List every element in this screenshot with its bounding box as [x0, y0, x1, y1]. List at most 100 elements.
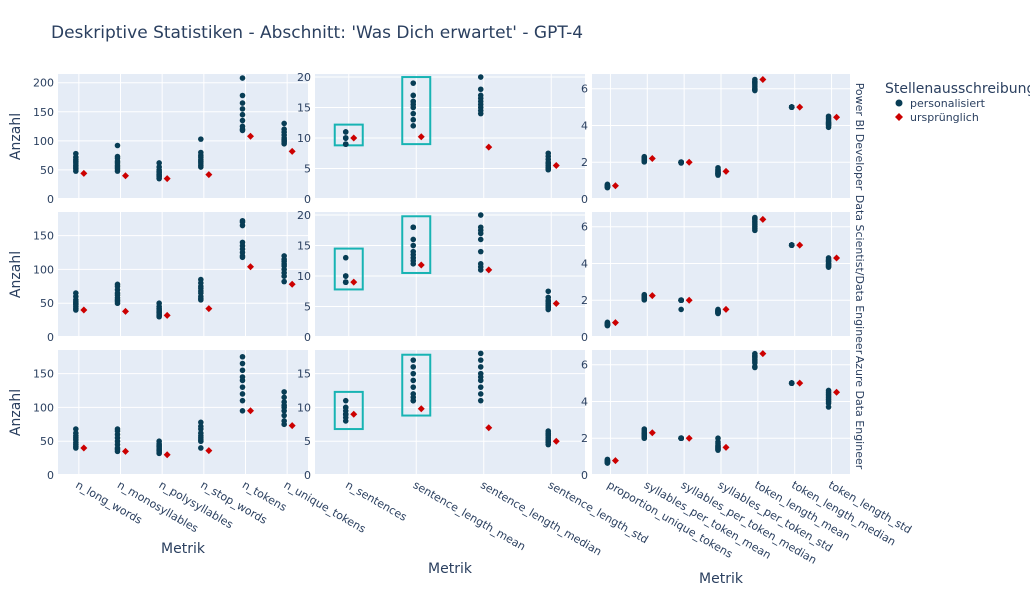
point-personalisiert — [477, 248, 484, 255]
point-personalisiert — [198, 164, 204, 170]
legend-item-ursprunglich[interactable]: ursprünglich — [895, 111, 979, 124]
y-tick-label: 15 — [297, 368, 311, 381]
x-axis-title: Metrik — [699, 571, 744, 587]
legend-label-ursprunglich: ursprünglich — [910, 111, 979, 124]
point-personalisiert — [342, 254, 349, 261]
point-ursprunglich — [485, 143, 493, 151]
x-axis-title: Metrik — [428, 561, 473, 577]
point-personalisiert — [715, 310, 721, 317]
point-ursprunglich — [485, 424, 493, 432]
point-ursprunglich — [833, 254, 841, 262]
point-ursprunglich — [288, 422, 296, 430]
legend-title: Stellenausschreibung — [885, 81, 1030, 97]
point-personalisiert — [604, 460, 611, 466]
y-tick-label: 6 — [581, 83, 588, 96]
y-tick-label: 0 — [581, 331, 588, 344]
point-ursprunglich — [350, 410, 358, 418]
plot-background — [315, 74, 585, 199]
point-ursprunglich — [417, 133, 425, 141]
legend-item-personalisiert[interactable]: personalisiert — [895, 97, 986, 110]
point-personalisiert — [410, 261, 417, 267]
point-ursprunglich — [417, 405, 425, 413]
point-ursprunglich — [163, 451, 171, 459]
point-personalisiert — [198, 136, 204, 142]
y-tick-label: 150 — [33, 230, 54, 243]
point-ursprunglich — [722, 167, 730, 175]
y-tick-label: 5 — [304, 301, 311, 314]
point-ursprunglich — [648, 155, 656, 163]
point-personalisiert — [545, 288, 552, 295]
plot-background — [58, 212, 308, 337]
point-personalisiert — [239, 397, 246, 404]
point-ursprunglich — [552, 161, 560, 169]
y-tick-label: 200 — [33, 77, 54, 90]
x-tick-label: sentence_length_mean — [411, 478, 528, 553]
point-ursprunglich — [288, 147, 296, 155]
point-personalisiert — [825, 404, 832, 410]
y-tick-label: 6 — [581, 359, 588, 372]
point-personalisiert — [281, 120, 287, 127]
legend: Stellenausschreibung personalisiert ursp… — [885, 81, 1030, 124]
point-personalisiert — [281, 408, 287, 414]
point-ursprunglich — [122, 172, 129, 180]
point-personalisiert — [545, 441, 552, 448]
point-personalisiert — [477, 86, 484, 93]
point-personalisiert — [342, 418, 349, 424]
y-tick-label: 10 — [297, 270, 311, 283]
x-axis-title: Metrik — [161, 541, 206, 557]
point-ursprunglich — [648, 429, 656, 437]
point-personalisiert — [239, 254, 246, 261]
point-ursprunglich — [122, 307, 129, 315]
subplot-1-2: 0 2 4 6 Data Scientist/Data Engineer — [581, 195, 866, 355]
y-tick-label: 15 — [297, 102, 311, 115]
y-tick-label: 2 — [581, 432, 588, 445]
y-axis-title: Anzahl — [8, 251, 24, 298]
point-personalisiert — [410, 377, 417, 384]
y-tick-label: 0 — [47, 331, 54, 344]
point-personalisiert — [239, 360, 246, 367]
point-ursprunglich — [759, 76, 767, 84]
y-tick-label: 4 — [581, 257, 588, 270]
point-ursprunglich — [247, 407, 254, 415]
point-ursprunglich — [648, 292, 656, 300]
point-ursprunglich — [80, 444, 88, 452]
plot-background — [58, 350, 308, 475]
y-tick-label: 0 — [581, 193, 588, 206]
point-personalisiert — [239, 100, 246, 106]
point-ursprunglich — [205, 447, 213, 455]
y-tick-label: 0 — [304, 469, 311, 482]
y-tick-label: 10 — [297, 132, 311, 145]
point-personalisiert — [114, 448, 121, 455]
point-ursprunglich — [611, 457, 619, 465]
point-personalisiert — [198, 445, 204, 451]
point-personalisiert — [410, 224, 417, 231]
legend-marker-circle — [895, 99, 903, 107]
point-personalisiert — [342, 397, 349, 404]
point-personalisiert — [156, 313, 162, 320]
point-personalisiert — [198, 426, 204, 432]
point-personalisiert — [477, 397, 484, 404]
y-tick-label: 5 — [304, 163, 311, 176]
point-personalisiert — [198, 438, 204, 445]
point-ursprunglich — [833, 113, 841, 121]
y-tick-label: 0 — [47, 193, 54, 206]
point-personalisiert — [410, 80, 417, 86]
y-tick-label: 0 — [304, 193, 311, 206]
point-ursprunglich — [552, 437, 560, 445]
point-personalisiert — [477, 110, 484, 117]
point-ursprunglich — [288, 280, 296, 288]
point-personalisiert — [477, 357, 484, 363]
point-ursprunglich — [722, 443, 730, 451]
point-personalisiert — [239, 106, 246, 112]
point-personalisiert — [239, 377, 246, 384]
point-ursprunglich — [205, 305, 213, 313]
chart-title: Deskriptive Statistiken - Abschnitt: 'Wa… — [51, 23, 583, 43]
point-personalisiert — [410, 384, 417, 390]
highlight-box — [401, 353, 432, 417]
point-personalisiert — [239, 75, 246, 81]
point-personalisiert — [239, 384, 246, 390]
y-tick-label: 10 — [297, 401, 311, 414]
